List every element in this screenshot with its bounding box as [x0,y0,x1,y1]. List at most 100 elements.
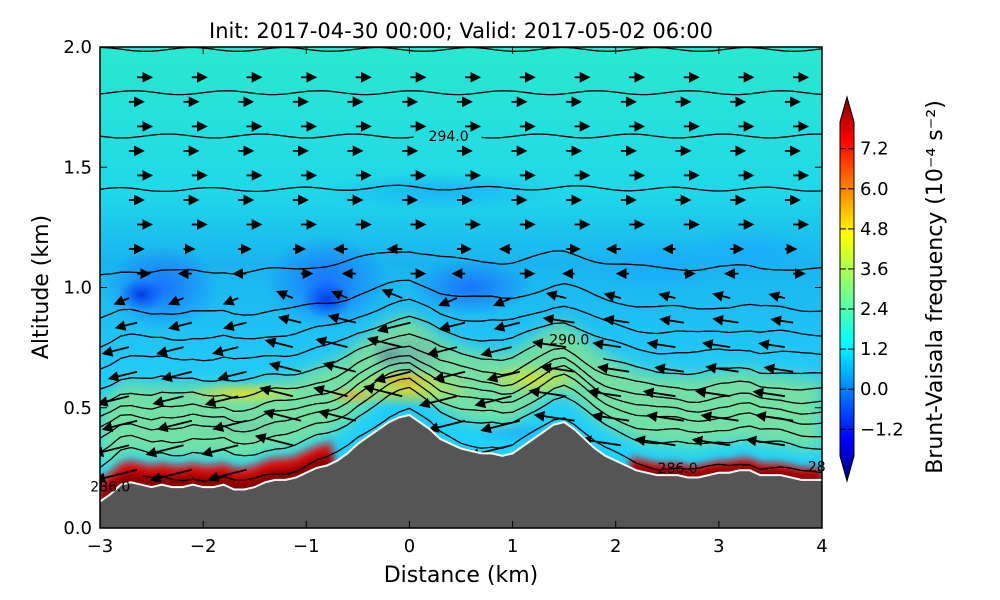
wind-vector [363,383,403,398]
wind-vector [654,363,684,375]
x-tick-label: 4 [816,536,827,557]
wind-vector [277,314,302,325]
wind-vector [145,444,184,458]
theta-contour [100,4,822,8]
y-tick-label: 0.5 [63,398,92,419]
stable-layer-band [100,314,822,473]
wind-vector [438,296,458,307]
wind-vector [426,346,458,358]
y-tick-label: 2.0 [63,37,92,58]
field-anomaly [687,227,812,276]
wind-vector [480,346,512,358]
wind-vector [755,411,794,422]
contour-label: 286.0 [658,461,698,477]
wind-vector [331,290,348,301]
wind-vector [745,435,786,447]
colorbar-tick-label: 4.8 [860,219,889,240]
wind-vector [100,395,130,407]
contour-label: 286.0 [90,480,130,496]
wind-vector [474,395,512,409]
x-tick-label: 3 [713,536,724,557]
chart-title: Init: 2017-04-30 00:00; Valid: 2017-05-0… [209,19,713,43]
wind-vector [211,345,239,357]
field-anomaly [316,172,565,211]
x-tick-label: −1 [293,536,320,557]
theta-contour [100,377,822,454]
wind-vector [100,444,130,458]
wind-vector [480,419,521,434]
theta-contour [100,315,822,370]
colorbar-tick-label: 7.2 [860,139,889,160]
wind-vector [113,295,130,306]
wind-vector [275,290,294,301]
x-axis: −3 −2 −1 0 1 2 3 4 [87,47,828,557]
wind-vector [587,387,622,399]
wind-vector [101,419,138,433]
theta-contour [100,354,822,418]
x-tick-label: −2 [190,536,217,557]
wind-vector [222,320,247,332]
wind-vector [603,291,622,302]
wind-vector [533,410,575,422]
theta-contour [100,47,822,52]
wind-vector [366,335,403,348]
theta-contour [100,298,822,348]
theta-contour [143,407,822,482]
wind-vector [222,295,239,306]
wind-vector [100,468,138,484]
wind-vector [315,336,348,348]
x-tick-label: 0 [404,536,415,557]
wind-vector [646,411,684,423]
x-tick-label: −3 [87,536,114,557]
wind-vector [642,387,676,399]
theta-contour [100,250,822,276]
colorbar-tick-label: 0.0 [860,379,889,400]
theta-contour [100,90,822,96]
wind-vector [705,362,739,374]
colorbar-tick-label: −1.2 [860,419,904,440]
wind-vector [204,395,239,408]
y-axis: 0.0 0.5 1.0 1.5 2.0 [63,37,822,539]
wind-vector [700,411,739,423]
colorbar-tick-label: 2.4 [860,299,889,320]
terrain-outline [100,413,822,503]
wind-vector [486,370,521,383]
wind-vector [101,346,130,357]
wind-vector [580,435,622,447]
theta-contour [100,279,822,319]
wind-vector [114,320,138,331]
contour-label: 28 [808,460,826,476]
wind-vector [493,296,512,307]
wind-vector [322,360,357,373]
y-axis-title: Altitude (km) [29,215,54,359]
wind-vector [254,433,294,447]
wind-vector [149,468,193,483]
wind-vector [156,346,184,357]
colorbar-tick-label: 3.6 [860,259,889,280]
wind-vector [758,339,786,351]
wind-vector [701,339,731,350]
wind-vector [658,291,676,302]
plot-area [100,4,822,528]
wind-vector [427,419,466,433]
wind-vector [592,339,622,350]
wind-vector [752,387,786,399]
wind-vector [381,288,403,299]
x-tick-label: 1 [507,536,518,557]
wind-vector [542,314,575,325]
theta-contour [100,133,822,139]
y-tick-label: 1.5 [63,157,92,178]
wind-vector [634,435,676,447]
wind-vector [770,315,794,327]
wind-vector [161,370,193,383]
wind-vector [263,408,302,422]
wind-vector [691,435,731,447]
wind-vector [493,321,521,332]
wind-vector [207,468,247,483]
wind-vector [327,312,357,324]
wind-vector [712,290,731,302]
wind-vector [418,395,458,409]
wind-vector [217,370,247,382]
wind-vector [152,395,184,407]
